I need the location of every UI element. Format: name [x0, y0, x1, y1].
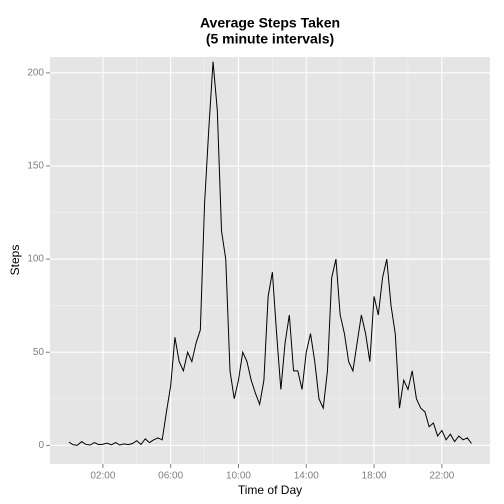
- y-axis-label: Steps: [8, 245, 22, 276]
- x-tick-label: 02:00: [90, 471, 115, 482]
- y-tick-label: 150: [27, 161, 44, 172]
- x-tick-label: 06:00: [158, 471, 183, 482]
- x-axis-label: Time of Day: [238, 483, 302, 497]
- x-tick-label: 10:00: [226, 471, 251, 482]
- x-tick-label: 22:00: [429, 471, 454, 482]
- y-tick-label: 50: [33, 347, 45, 358]
- y-tick-label: 0: [38, 440, 44, 451]
- chart-title: Average Steps Taken: [200, 15, 340, 31]
- line-series: [68, 61, 472, 446]
- chart-subtitle: (5 minute intervals): [206, 31, 334, 47]
- y-tick-label: 200: [27, 67, 44, 78]
- x-tick-label: 14:00: [294, 471, 319, 482]
- y-tick-label: 100: [27, 254, 44, 265]
- plot-panel: [50, 57, 490, 464]
- x-tick-label: 18:00: [362, 471, 387, 482]
